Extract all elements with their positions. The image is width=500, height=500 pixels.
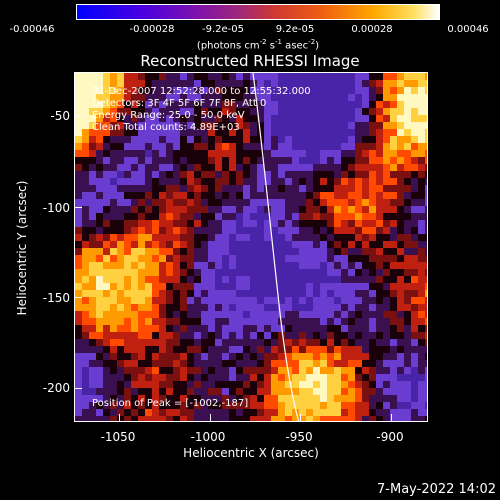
y-tick-label: -200 <box>42 381 70 395</box>
info-detectors: Detectors: 3F 4F 5F 6F 7F 8F, Att 0 <box>92 98 267 109</box>
y-tick <box>74 116 82 117</box>
info-clean-counts: Clean Total counts: 4.89E+03 <box>92 122 240 133</box>
y-tick-label: -100 <box>42 201 70 215</box>
colorbar <box>76 4 440 20</box>
colorbar-tick-label: 0.00046 <box>447 24 489 35</box>
colorbar-tick-label: 9.2e-05 <box>275 24 315 35</box>
colorbar-units: (photons cm-2 s-1 asec-2) <box>196 38 320 52</box>
y-axis-title: Heliocentric Y (arcsec) <box>15 180 29 316</box>
y-tick <box>74 207 82 208</box>
x-tick-label: -950 <box>285 430 313 444</box>
x-tick-label: -1050 <box>100 430 136 444</box>
info-peak-position: Position of Peak = [-1002,-187] <box>92 398 249 409</box>
info-time-range: 31-Dec-2007 12:52:28.000 to 12:55:32.000 <box>92 86 311 97</box>
x-tick <box>210 414 211 422</box>
x-axis-title: Heliocentric X (arcsec) <box>183 446 319 460</box>
y-tick-label: -50 <box>50 109 70 123</box>
x-tick <box>119 414 120 422</box>
plot-title: Reconstructed RHESSI Image <box>140 52 360 70</box>
x-tick-label: -1000 <box>190 430 226 444</box>
image-plot-area <box>74 72 428 422</box>
y-tick <box>74 388 82 389</box>
colorbar-tick-label: 0.00028 <box>351 24 393 35</box>
timestamp: 7-May-2022 14:02 <box>377 482 496 497</box>
x-tick <box>300 414 301 422</box>
rhessi-image <box>75 73 427 421</box>
x-tick-label: -900 <box>376 430 404 444</box>
colorbar-gradient <box>77 5 439 19</box>
limb-line <box>252 73 300 421</box>
info-energy-range: Energy Range: 25.0 - 50.0 keV <box>92 110 245 121</box>
colorbar-tick-label: -9.2e-05 <box>202 24 244 35</box>
x-tick <box>391 414 392 422</box>
colorbar-tick-label: -0.00028 <box>129 24 175 35</box>
y-tick-label: -150 <box>42 291 70 305</box>
colorbar-tick-label: -0.00046 <box>9 24 55 35</box>
y-tick <box>74 297 82 298</box>
